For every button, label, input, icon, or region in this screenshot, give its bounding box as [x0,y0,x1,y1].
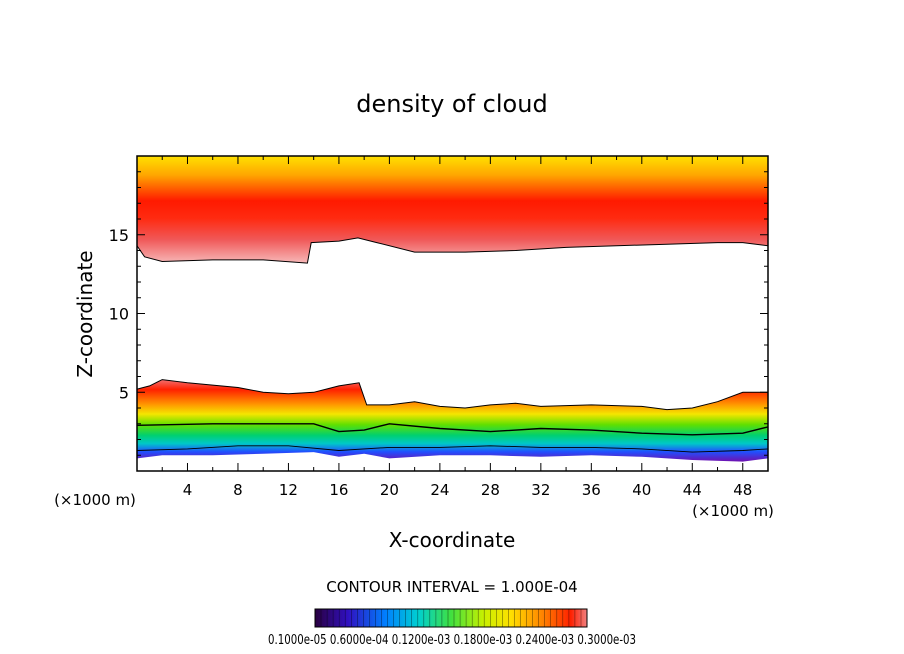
x-tick-label: 12 [279,481,298,499]
y-tick-label: 5 [119,383,129,402]
x-axis-unit-right: (×1000 m) [692,502,774,520]
lower-cloud-layer [137,379,768,462]
x-tick-label: 16 [329,481,348,499]
chart-title: density of cloud [356,90,547,118]
colorbar-divisions [320,609,582,627]
y-axis-label: Z-coordinate [73,250,97,377]
plot-area [137,156,768,462]
x-tick-label: 4 [183,481,193,499]
x-tick-label: 20 [380,481,399,499]
upper-cloud-layer [137,156,768,264]
x-tick-label: 44 [683,481,702,499]
y-tick-label: 15 [109,226,129,245]
colorbar [314,608,588,628]
x-tick-label: 40 [632,481,651,499]
colorbar-labels: 0.1000e-05 0.6000e-04 0.1200e-03 0.1800e… [268,633,636,648]
y-tick-label: 10 [109,305,129,324]
x-axis-label: X-coordinate [389,528,516,552]
x-tick-label: 8 [233,481,243,499]
x-axis-unit-left: (×1000 m) [54,491,136,509]
upper-layer-contour [137,237,768,264]
x-tick-label: 24 [430,481,449,499]
contour-interval-label: CONTOUR INTERVAL = 1.000E-04 [326,578,577,596]
contour-line [137,423,768,436]
lower-layer-contour [137,379,768,411]
x-axis: 4 8 12 16 20 24 28 32 36 40 44 48 [161,156,752,499]
x-tick-label: 36 [582,481,601,499]
x-tick-label: 28 [481,481,500,499]
x-tick-label: 48 [733,481,752,499]
contour-line [137,445,768,453]
x-tick-label: 32 [531,481,550,499]
y-axis: 5 10 15 [109,171,768,456]
